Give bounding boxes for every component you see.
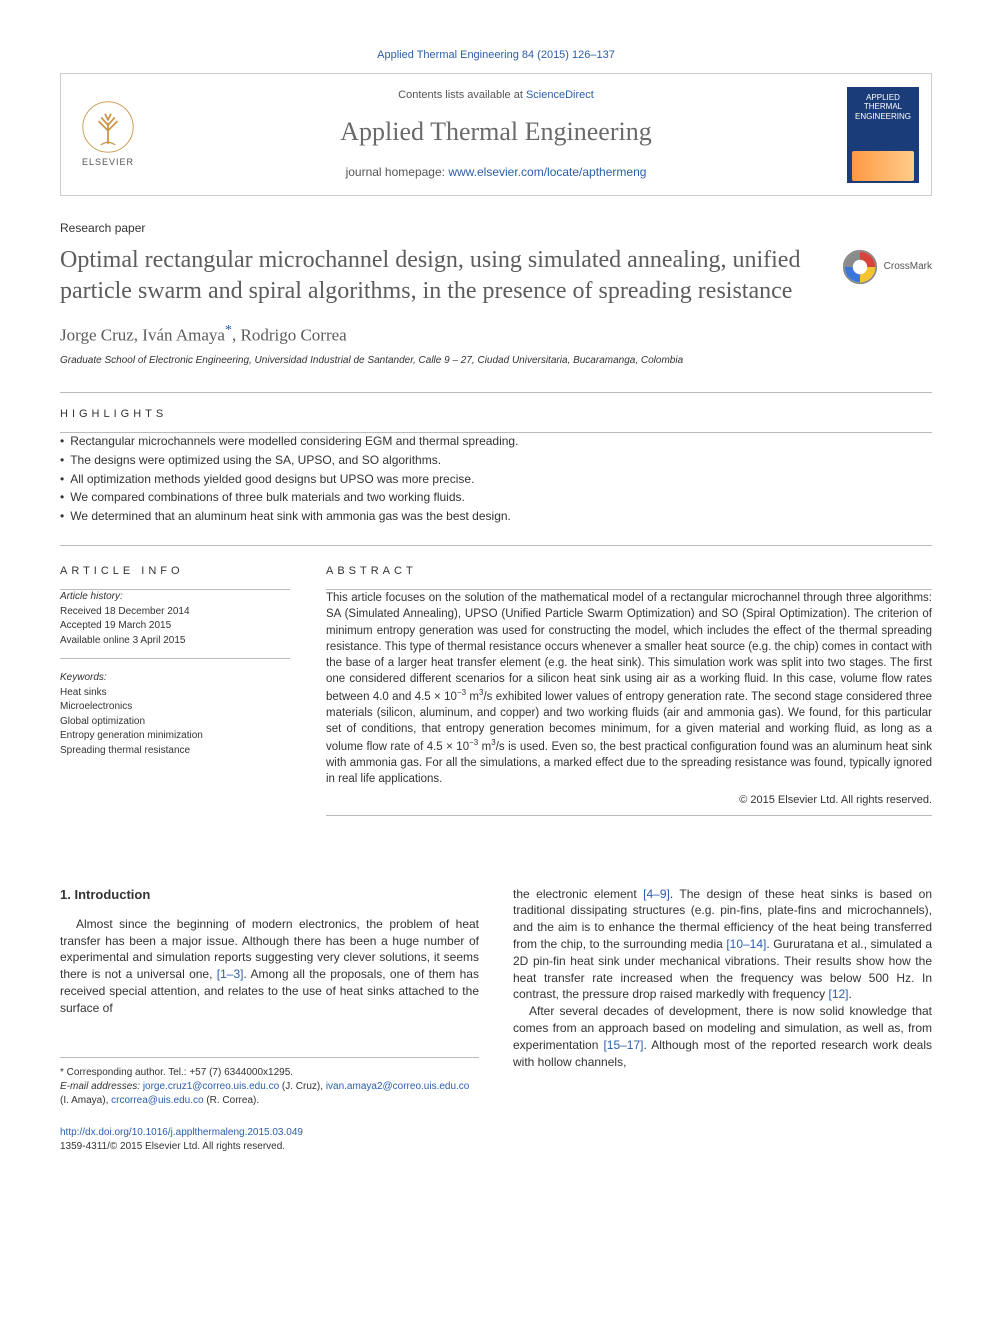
cover-art [852, 151, 914, 181]
contents-prefix: Contents lists available at [398, 89, 526, 101]
journal-cover-thumbnail: APPLIED THERMAL ENGINEERING [847, 87, 919, 183]
author-email-name: (I. Amaya), [60, 1095, 111, 1106]
elsevier-logo: ELSEVIER [73, 95, 143, 175]
left-text-column: 1. Introduction Almost since the beginni… [60, 886, 479, 1108]
keyword: Heat sinks [60, 686, 290, 701]
highlight-item: Rectangular microchannels were modelled … [60, 433, 932, 450]
journal-homepage-link[interactable]: www.elsevier.com/locate/apthermeng [448, 165, 646, 179]
cover-word-3: ENGINEERING [855, 112, 911, 121]
issn-copyright: 1359-4311/© 2015 Elsevier Ltd. All right… [60, 1141, 285, 1152]
elsevier-wordmark: ELSEVIER [82, 156, 134, 169]
accepted-date: Accepted 19 March 2015 [60, 619, 290, 634]
divider-rule [60, 658, 290, 659]
author-list: Jorge Cruz, Iván Amaya*, Rodrigo Correa [60, 321, 932, 347]
author-email-link[interactable]: jorge.cruz1@correo.uis.edu.co [143, 1081, 279, 1092]
doi-link[interactable]: http://dx.doi.org/10.1016/j.applthermale… [60, 1127, 303, 1138]
article-history-label: Article history: [60, 590, 290, 605]
author-email-name: (J. Cruz), [282, 1081, 326, 1092]
divider-rule [326, 815, 932, 816]
intro-heading: 1. Introduction [60, 886, 479, 904]
highlight-item: The designs were optimized using the SA,… [60, 452, 932, 469]
email-addresses-label: E-mail addresses: [60, 1081, 140, 1092]
article-info-heading: ARTICLE INFO [60, 564, 290, 579]
corresponding-author: * Corresponding author. Tel.: +57 (7) 63… [60, 1066, 479, 1080]
crossmark-icon [842, 249, 878, 285]
crossmark-badge[interactable]: CrossMark [842, 249, 932, 285]
journal-header-box: ELSEVIER Contents lists available at Sci… [60, 73, 932, 196]
cover-word-1: APPLIED [866, 93, 900, 102]
highlights-list: Rectangular microchannels were modelled … [60, 433, 932, 525]
elsevier-tree-icon [81, 100, 135, 154]
abstract-text: This article focuses on the solution of … [326, 590, 932, 787]
abstract-copyright: © 2015 Elsevier Ltd. All rights reserved… [326, 793, 932, 808]
highlights-heading: HIGHLIGHTS [60, 407, 932, 422]
keyword: Global optimization [60, 715, 290, 730]
intro-paragraph: After several decades of development, th… [513, 1003, 932, 1070]
received-date: Received 18 December 2014 [60, 605, 290, 620]
highlight-item: We compared combinations of three bulk m… [60, 489, 932, 506]
divider-rule [60, 392, 932, 393]
homepage-prefix: journal homepage: [346, 165, 449, 179]
paper-type-label: Research paper [60, 220, 932, 237]
cover-word-2: THERMAL [864, 102, 902, 111]
author-email-link[interactable]: crcorrea@uis.edu.co [111, 1095, 203, 1106]
keyword: Microelectronics [60, 700, 290, 715]
journal-name: Applied Thermal Engineering [171, 114, 821, 150]
online-date: Available online 3 April 2015 [60, 634, 290, 649]
article-info-column: ARTICLE INFO Article history: Received 1… [60, 552, 290, 816]
intro-paragraph: Almost since the beginning of modern ele… [60, 916, 479, 1017]
author-affiliation: Graduate School of Electronic Engineerin… [60, 354, 932, 368]
divider-rule [60, 545, 932, 546]
abstract-heading: ABSTRACT [326, 564, 932, 579]
abstract-column: ABSTRACT This article focuses on the sol… [326, 552, 932, 816]
top-citation: Applied Thermal Engineering 84 (2015) 12… [60, 48, 932, 63]
keyword: Spreading thermal resistance [60, 744, 290, 759]
highlight-item: All optimization methods yielded good de… [60, 471, 932, 488]
sciencedirect-link[interactable]: ScienceDirect [526, 89, 594, 101]
crossmark-label: CrossMark [884, 260, 932, 274]
author-email-link[interactable]: ivan.amaya2@correo.uis.edu.co [326, 1081, 470, 1092]
footnotes-block: * Corresponding author. Tel.: +57 (7) 63… [60, 1057, 479, 1108]
paper-title: Optimal rectangular microchannel design,… [60, 245, 826, 307]
journal-homepage-line: journal homepage: www.elsevier.com/locat… [171, 164, 821, 181]
right-text-column: the electronic element [4–9]. The design… [513, 886, 932, 1108]
keyword: Entropy generation minimization [60, 729, 290, 744]
contents-available-line: Contents lists available at ScienceDirec… [171, 88, 821, 103]
intro-paragraph: the electronic element [4–9]. The design… [513, 886, 932, 1004]
author-email-name: (R. Correa). [206, 1095, 259, 1106]
page-footer: http://dx.doi.org/10.1016/j.applthermale… [60, 1126, 932, 1154]
highlight-item: We determined that an aluminum heat sink… [60, 508, 932, 525]
keywords-label: Keywords: [60, 671, 290, 686]
